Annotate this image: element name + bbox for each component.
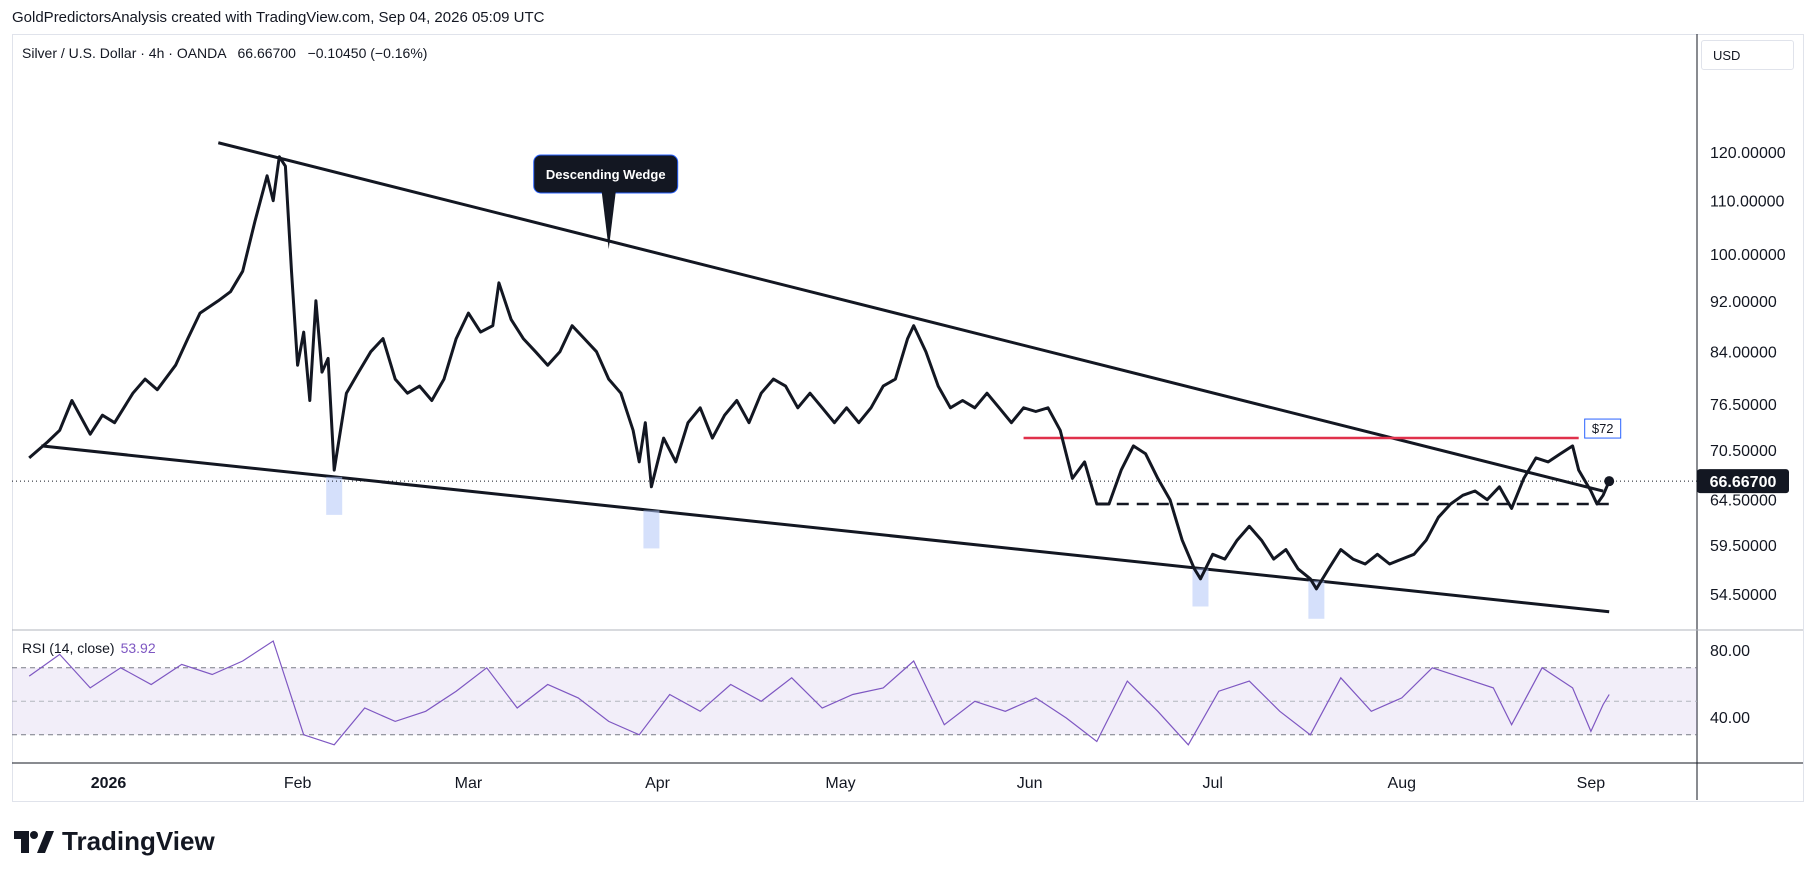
rsi-line xyxy=(28,640,1610,746)
price-change: −0.10450 (−0.16%) xyxy=(307,45,428,61)
symbol-description: Silver / U.S. Dollar · 4h · OANDA xyxy=(22,45,226,61)
upper-trendline xyxy=(217,141,1604,493)
price-tick-label: 100.00000 xyxy=(1710,247,1786,264)
price-tick-label: 120.00000 xyxy=(1710,145,1786,162)
rsi-label: RSI (14, close) xyxy=(22,640,115,656)
price-tick-label: 70.50000 xyxy=(1710,443,1777,460)
price-tick-label: 59.50000 xyxy=(1710,538,1777,555)
time-tick-label: Apr xyxy=(645,775,671,792)
rsi-legend[interactable]: RSI (14, close) 53.92 xyxy=(22,640,156,656)
chart-structure xyxy=(12,34,1803,800)
chart-frame xyxy=(12,34,1804,802)
time-tick-label: 2026 xyxy=(91,775,127,792)
lower-trendline xyxy=(41,444,1610,614)
last-price-marker xyxy=(1604,476,1615,487)
rsi-pane xyxy=(12,640,1697,746)
price-series xyxy=(28,155,1615,591)
price-tick-label: 76.50000 xyxy=(1710,397,1777,414)
price-tick-label: 84.00000 xyxy=(1710,345,1777,362)
time-tick-label: Sep xyxy=(1577,775,1606,792)
currency-button[interactable]: USD xyxy=(1701,40,1794,70)
tradingview-logo-icon xyxy=(14,830,54,853)
drawing-tools: $72 Descending Wedge xyxy=(12,141,1697,619)
current-price-label: 66.66700 xyxy=(1710,474,1777,491)
touch-marker xyxy=(643,510,660,549)
time-tick-label: Aug xyxy=(1388,775,1416,792)
last-price: 66.66700 xyxy=(237,45,296,61)
axes: 80.00 40.00 120.00000 110.00000 100.00000 92.… xyxy=(91,145,1789,792)
resistance-label-box xyxy=(1584,418,1622,439)
brand-name: TradingView xyxy=(62,826,215,856)
time-tick-label: Mar xyxy=(455,775,483,792)
time-tick-label: May xyxy=(825,775,855,792)
touch-marker xyxy=(1192,568,1209,607)
resistance-label: $72 xyxy=(1592,421,1614,436)
annotation-label: Descending Wedge xyxy=(546,167,666,182)
chart-attribution: GoldPredictorsAnalysis created with Trad… xyxy=(12,9,545,26)
touch-marker xyxy=(1308,580,1325,619)
symbol-legend[interactable]: Silver / U.S. Dollar · 4h · OANDA 66.667… xyxy=(22,45,427,61)
rsi-tick-label: 40.00 xyxy=(1710,710,1750,727)
price-tick-label: 54.50000 xyxy=(1710,587,1777,604)
time-tick-label: Jun xyxy=(1017,775,1043,792)
touch-marker xyxy=(326,476,343,515)
price-tick-label: 92.00000 xyxy=(1710,294,1777,311)
rsi-value: 53.92 xyxy=(120,640,156,656)
time-tick-label: Jul xyxy=(1202,775,1222,792)
price-tick-label: 110.00000 xyxy=(1710,194,1785,211)
price-line xyxy=(28,155,1611,591)
brand[interactable]: TradingView xyxy=(14,826,215,857)
time-tick-label: Feb xyxy=(284,775,312,792)
rsi-tick-label: 80.00 xyxy=(1710,643,1750,660)
price-tick-label: 64.50000 xyxy=(1710,493,1777,510)
current-price-badge xyxy=(1697,469,1789,494)
annotation-pointer xyxy=(601,192,616,250)
